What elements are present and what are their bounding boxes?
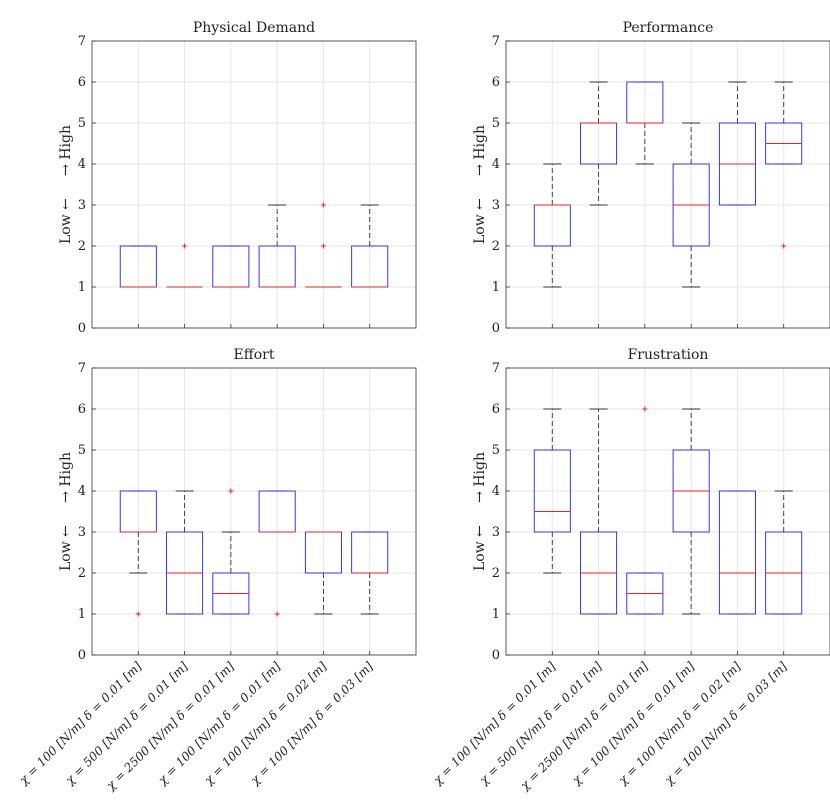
y-tick-label: 6 bbox=[492, 75, 500, 90]
y-tick-label: 5 bbox=[78, 443, 86, 458]
y-tick-label: 3 bbox=[492, 198, 500, 213]
box-2 bbox=[626, 81, 664, 165]
y-tick-label: 0 bbox=[492, 321, 500, 336]
chart-panel-1: 0 1 2 3 4 5 6 7 Performance Low ← → High bbox=[472, 20, 830, 336]
outlier-marker bbox=[274, 611, 280, 617]
y-tick-label: 4 bbox=[492, 484, 500, 499]
y-tick-label: 1 bbox=[492, 607, 500, 622]
y-tick-label: 7 bbox=[492, 34, 500, 49]
box-4 bbox=[304, 531, 342, 615]
y-tick-label: 5 bbox=[78, 116, 86, 131]
y-tick-label: 6 bbox=[78, 402, 86, 417]
box-3 bbox=[672, 122, 710, 288]
chart-title: Effort bbox=[234, 347, 275, 363]
y-tick-label: 5 bbox=[492, 116, 500, 131]
box-2 bbox=[212, 245, 250, 288]
y-tick-label: 6 bbox=[492, 402, 500, 417]
box-4 bbox=[718, 490, 756, 615]
y-tick-label: 3 bbox=[78, 525, 86, 540]
box-0 bbox=[533, 408, 571, 574]
y-tick-label: 1 bbox=[492, 280, 500, 295]
chart-title: Frustration bbox=[628, 347, 709, 363]
y-tick-label: 4 bbox=[492, 157, 500, 172]
box-5 bbox=[765, 490, 803, 615]
box-3 bbox=[258, 490, 296, 617]
box-5 bbox=[765, 81, 803, 249]
y-tick-label: 3 bbox=[78, 198, 86, 213]
outlier-marker bbox=[182, 243, 188, 249]
box-iqr bbox=[718, 490, 756, 615]
y-tick-label: 4 bbox=[78, 157, 86, 172]
chart-title: Physical Demand bbox=[193, 20, 315, 36]
y-tick-label: 6 bbox=[78, 75, 86, 90]
y-tick-label: 2 bbox=[492, 239, 500, 254]
axes-frame bbox=[505, 40, 830, 329]
box-4 bbox=[718, 81, 756, 206]
outlier-marker bbox=[320, 202, 326, 208]
axes-frame bbox=[91, 367, 417, 656]
box-5 bbox=[351, 531, 389, 615]
box-1 bbox=[580, 81, 618, 206]
y-tick-label: 2 bbox=[492, 566, 500, 581]
y-axis-label: Low ← → High bbox=[472, 125, 488, 244]
y-tick-label: 3 bbox=[492, 525, 500, 540]
y-tick-label: 1 bbox=[78, 607, 86, 622]
outlier-marker bbox=[320, 243, 326, 249]
box-3 bbox=[672, 408, 710, 615]
box-1 bbox=[166, 243, 203, 288]
box-0 bbox=[119, 490, 157, 617]
chart-title: Performance bbox=[623, 20, 714, 36]
y-tick-label: 2 bbox=[78, 239, 86, 254]
y-tick-label: 0 bbox=[492, 648, 500, 663]
y-tick-label: 0 bbox=[78, 321, 86, 336]
y-axis-label: Low ← → High bbox=[58, 125, 74, 244]
outlier-marker bbox=[781, 243, 787, 249]
box-1 bbox=[580, 408, 618, 615]
box-1 bbox=[166, 490, 204, 615]
box-0 bbox=[533, 163, 571, 288]
y-axis-label: Low ← → High bbox=[472, 452, 488, 571]
box-5 bbox=[351, 204, 389, 288]
y-tick-label: 5 bbox=[492, 443, 500, 458]
y-tick-label: 2 bbox=[78, 566, 86, 581]
y-tick-label: 7 bbox=[78, 34, 86, 49]
box-2 bbox=[626, 406, 664, 615]
box-2 bbox=[212, 488, 250, 615]
outlier-marker bbox=[135, 611, 141, 617]
y-tick-label: 7 bbox=[492, 361, 500, 376]
y-tick-label: 0 bbox=[78, 648, 86, 663]
box-0 bbox=[119, 245, 157, 288]
chart-panel-0: 0 1 2 3 4 5 6 7 Physical Demand Low ← → High bbox=[58, 20, 417, 336]
y-axis-label: Low ← → High bbox=[58, 452, 74, 571]
box-3 bbox=[258, 204, 296, 288]
axes-frame bbox=[91, 40, 417, 329]
outlier-marker bbox=[228, 488, 234, 494]
box-4 bbox=[305, 202, 342, 288]
axes-frame bbox=[505, 367, 830, 656]
y-tick-label: 1 bbox=[78, 280, 86, 295]
y-tick-label: 7 bbox=[78, 361, 86, 376]
y-tick-label: 4 bbox=[78, 484, 86, 499]
box-iqr bbox=[533, 449, 571, 533]
outlier-marker bbox=[642, 406, 648, 412]
